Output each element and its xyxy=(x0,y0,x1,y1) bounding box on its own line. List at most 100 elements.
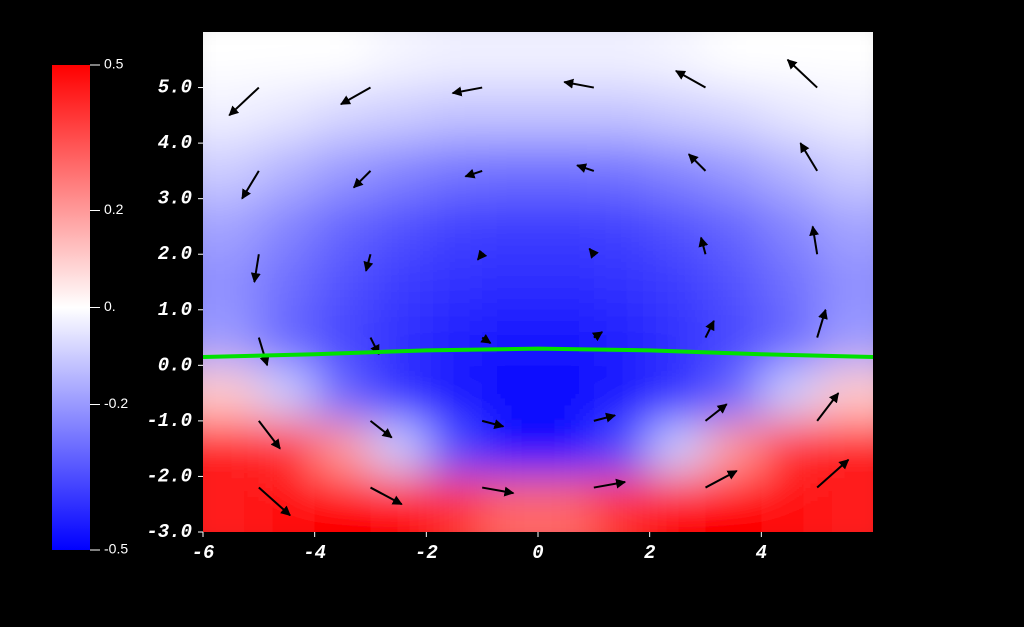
y-tick-label: -3.0 xyxy=(146,521,192,543)
heat-cell xyxy=(426,143,483,200)
heat-cell xyxy=(649,198,706,255)
heat-cell xyxy=(258,32,316,89)
heat-cell xyxy=(593,32,651,89)
colorbar-tick-label: 0.2 xyxy=(104,201,124,217)
heat-cell xyxy=(538,365,595,422)
heat-cell xyxy=(649,420,706,477)
heat-cell xyxy=(705,365,762,422)
heat-cell xyxy=(426,309,483,366)
heat-cell xyxy=(761,143,818,200)
heat-cell xyxy=(370,87,427,144)
vector-arrow xyxy=(705,470,738,489)
heat-cell xyxy=(482,365,539,422)
heat-cell xyxy=(203,420,260,477)
heat-cell xyxy=(258,420,316,477)
vector-arrow xyxy=(563,78,595,89)
heat-cell xyxy=(203,198,260,255)
heat-cell xyxy=(314,476,371,532)
heat-cell xyxy=(538,309,595,366)
vector-arrow xyxy=(799,142,819,172)
heat-cell xyxy=(314,32,371,89)
heat-cell xyxy=(482,476,539,532)
heat-cell xyxy=(426,476,483,532)
heat-cell xyxy=(426,420,483,477)
y-tick-label: 4.0 xyxy=(158,132,192,154)
heat-cell xyxy=(314,254,371,311)
heat-cell xyxy=(817,143,873,200)
y-tick-label: 0.0 xyxy=(158,354,192,376)
heat-cell xyxy=(649,309,706,366)
heat-cell xyxy=(258,365,316,422)
heat-cell xyxy=(258,198,316,255)
vector-arrow xyxy=(258,486,291,517)
vector-arrow xyxy=(241,170,260,200)
heat-cell xyxy=(761,476,818,532)
heat-cell xyxy=(649,143,706,200)
vector-arrow xyxy=(464,168,483,179)
heat-cell xyxy=(593,420,651,477)
heat-cell xyxy=(370,254,427,311)
overlay xyxy=(203,59,873,517)
heat-cell xyxy=(370,365,427,422)
heat-cell xyxy=(817,365,873,422)
heat-cell xyxy=(314,365,371,422)
contour-line xyxy=(203,346,873,359)
colorbar xyxy=(52,65,90,550)
vector-arrow xyxy=(451,86,483,97)
heat-cell xyxy=(649,254,706,311)
heat-cell xyxy=(203,476,260,532)
vector-arrow xyxy=(250,254,261,283)
vector-arrow xyxy=(698,236,709,255)
heat-cell xyxy=(482,254,539,311)
heat-cell xyxy=(258,254,316,311)
vector-arrow xyxy=(816,392,840,422)
y-tick-label: -1.0 xyxy=(146,410,192,432)
vector-arrow xyxy=(593,412,617,423)
heat-cell xyxy=(482,198,539,255)
heat-cell xyxy=(649,365,706,422)
x-tick-label: 0 xyxy=(532,542,543,564)
heat-cell xyxy=(314,87,371,144)
vector-arrow xyxy=(593,478,627,489)
heat-cell xyxy=(538,87,595,144)
heat-cell xyxy=(370,143,427,200)
heat-cell xyxy=(426,87,483,144)
heat-cell xyxy=(482,143,539,200)
heat-cell xyxy=(538,32,595,89)
vector-arrow xyxy=(576,163,595,173)
vector-arrow xyxy=(369,420,393,439)
heat-cell xyxy=(314,309,371,366)
vector-arrow xyxy=(688,153,707,172)
heat-cell xyxy=(761,198,818,255)
plot-area xyxy=(203,32,873,532)
heat-cell xyxy=(370,198,427,255)
heat-cell xyxy=(314,143,371,200)
colorbar-tick-label: 0.5 xyxy=(104,56,124,72)
vector-arrow xyxy=(481,419,505,430)
x-tick-label: -2 xyxy=(415,542,438,564)
y-tick-label: 2.0 xyxy=(158,243,192,265)
colorbar-tick-label: -0.2 xyxy=(104,395,128,411)
heat-cell xyxy=(817,32,873,89)
vector-arrow xyxy=(480,333,492,344)
vector-arrow xyxy=(704,319,715,339)
heat-cell xyxy=(538,254,595,311)
heat-cell xyxy=(761,365,818,422)
x-tick-label: -6 xyxy=(192,542,215,564)
heat-cell xyxy=(761,420,818,477)
heat-cell xyxy=(538,476,595,532)
heat-cell xyxy=(203,365,260,422)
heat-cell xyxy=(705,254,762,311)
heat-cell xyxy=(426,254,483,311)
vector-arrow xyxy=(228,86,260,117)
heat-cell xyxy=(538,143,595,200)
heat-cell xyxy=(817,87,873,144)
vector-arrow xyxy=(786,59,818,89)
heat-cell xyxy=(593,143,651,200)
heat-cell xyxy=(593,254,651,311)
heat-cell xyxy=(705,198,762,255)
heat-cell xyxy=(817,254,873,311)
x-tick-label: 4 xyxy=(756,542,767,564)
heat-cell xyxy=(314,198,371,255)
